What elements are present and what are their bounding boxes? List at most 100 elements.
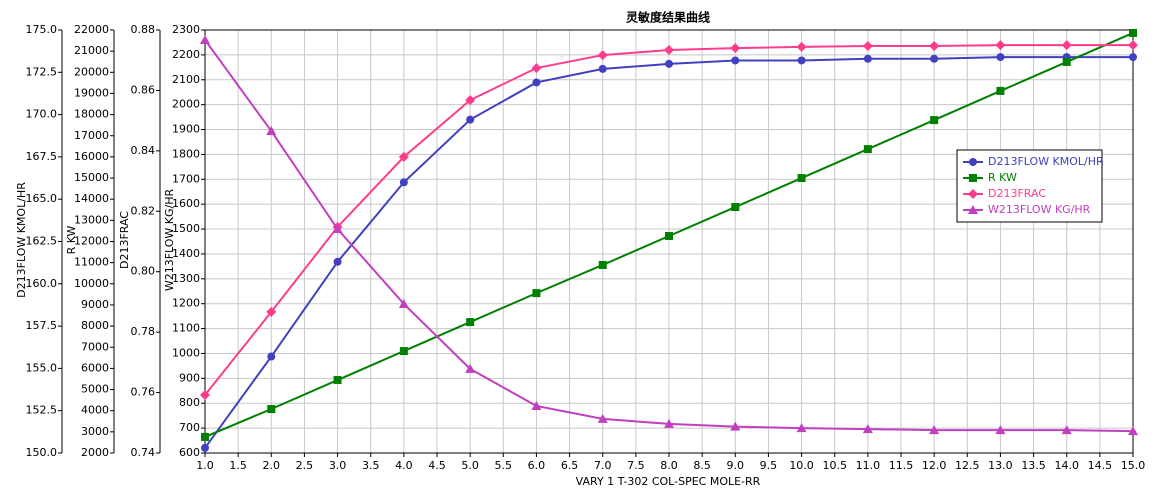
y-tick-label: 167.5 — [26, 150, 58, 163]
y-tick-label: 18000 — [74, 108, 109, 121]
y-axis-title: D213FRAC — [118, 211, 131, 269]
y-tick-label: 1500 — [172, 222, 200, 235]
x-tick-label: 14.5 — [1088, 459, 1113, 472]
legend-label: D213FRAC — [988, 187, 1046, 200]
y-tick-label: 165.0 — [26, 192, 58, 205]
marker — [797, 56, 806, 65]
x-tick-label: 13.5 — [1021, 459, 1046, 472]
y-tick-label: 7000 — [81, 340, 109, 353]
y-tick-label: 2300 — [172, 23, 200, 36]
y-tick-label: 0.76 — [131, 386, 156, 399]
marker — [399, 347, 408, 356]
y-tick-label: 17000 — [74, 129, 109, 142]
y-tick-label: 14000 — [74, 192, 109, 205]
y-tick-label: 5000 — [81, 383, 109, 396]
y-axis-title: D213FLOW KMOL/HR — [15, 182, 28, 298]
x-tick-label: 2.0 — [263, 459, 281, 472]
x-tick-label: 6.0 — [528, 459, 546, 472]
marker — [267, 405, 276, 414]
marker — [968, 189, 978, 199]
marker — [996, 53, 1005, 62]
y-tick-label: 900 — [179, 371, 200, 384]
marker — [465, 363, 476, 373]
y-tick-label: 1900 — [172, 123, 200, 136]
marker — [532, 289, 541, 298]
y-tick-label: 1600 — [172, 197, 200, 210]
y-tick-label: 2000 — [81, 446, 109, 459]
x-tick-label: 14.0 — [1054, 459, 1079, 472]
marker — [201, 432, 209, 441]
marker — [598, 64, 607, 73]
y-tick-label: 16000 — [74, 150, 109, 163]
y-tick-label: 160.0 — [26, 277, 58, 290]
y-tick-label: 22000 — [74, 23, 109, 36]
legend-label: R KW — [988, 171, 1017, 184]
y-tick-label: 19000 — [74, 86, 109, 99]
x-tick-label: 10.0 — [789, 459, 814, 472]
y-tick-label: 6000 — [81, 361, 109, 374]
legend-label: D213FLOW KMOL/HR — [988, 155, 1104, 168]
marker — [333, 376, 342, 385]
x-tick-label: 5.5 — [495, 459, 513, 472]
x-tick-label: 3.5 — [362, 459, 380, 472]
y-tick-label: 150.0 — [26, 446, 58, 459]
y-tick-label: 13000 — [74, 213, 109, 226]
marker — [1062, 57, 1071, 66]
marker — [969, 174, 977, 182]
marker — [266, 126, 277, 136]
y-tick-label: 172.5 — [26, 65, 58, 78]
marker — [1129, 28, 1137, 37]
marker — [796, 423, 807, 433]
x-tick-label: 4.0 — [395, 459, 413, 472]
marker — [665, 59, 673, 68]
y-tick-label: 800 — [179, 396, 200, 409]
marker — [333, 257, 342, 266]
marker — [1128, 426, 1138, 436]
marker — [398, 151, 409, 162]
marker — [1128, 40, 1138, 51]
marker — [465, 95, 476, 106]
y-tick-label: 0.86 — [131, 83, 156, 96]
marker — [398, 298, 409, 308]
x-tick-label: 11.5 — [889, 459, 914, 472]
marker — [863, 54, 872, 63]
marker — [863, 145, 872, 154]
marker — [664, 418, 674, 428]
y-tick-label: 0.80 — [131, 265, 156, 278]
x-tick-label: 9.0 — [727, 459, 745, 472]
y-tick-label: 3000 — [81, 425, 109, 438]
y-tick-label: 0.82 — [131, 204, 156, 217]
x-tick-label: 7.0 — [594, 459, 612, 472]
y-tick-label: 12000 — [74, 235, 109, 248]
marker — [995, 40, 1006, 51]
y-tick-label: 1700 — [172, 172, 200, 185]
marker — [332, 224, 343, 234]
x-tick-label: 8.0 — [660, 459, 678, 472]
x-tick-label: 8.5 — [693, 459, 711, 472]
x-tick-label: 2.5 — [296, 459, 314, 472]
y-tick-label: 15000 — [74, 171, 109, 184]
y-tick-label: 0.74 — [131, 446, 156, 459]
y-tick-label: 2200 — [172, 48, 200, 61]
marker — [1129, 53, 1137, 62]
marker — [399, 178, 408, 187]
y-tick-label: 162.5 — [26, 235, 58, 248]
marker — [531, 400, 542, 410]
marker — [930, 54, 939, 63]
y-tick-label: 9000 — [81, 298, 109, 311]
y-tick-label: 1300 — [172, 272, 200, 285]
marker — [597, 50, 608, 61]
x-axis-title: VARY 1 T-302 COL-SPEC MOLE-RR — [576, 475, 761, 488]
marker — [731, 56, 740, 65]
x-tick-label: 15.0 — [1121, 459, 1146, 472]
marker — [200, 389, 210, 400]
y-tick-label: 0.84 — [131, 144, 156, 157]
x-tick-label: 9.5 — [760, 459, 778, 472]
y-axis-title: R KW — [65, 225, 78, 254]
x-tick-label: 4.5 — [428, 459, 446, 472]
y-tick-label: 2000 — [172, 98, 200, 111]
marker — [929, 425, 940, 435]
y-tick-label: 10000 — [74, 277, 109, 290]
marker — [597, 413, 608, 423]
